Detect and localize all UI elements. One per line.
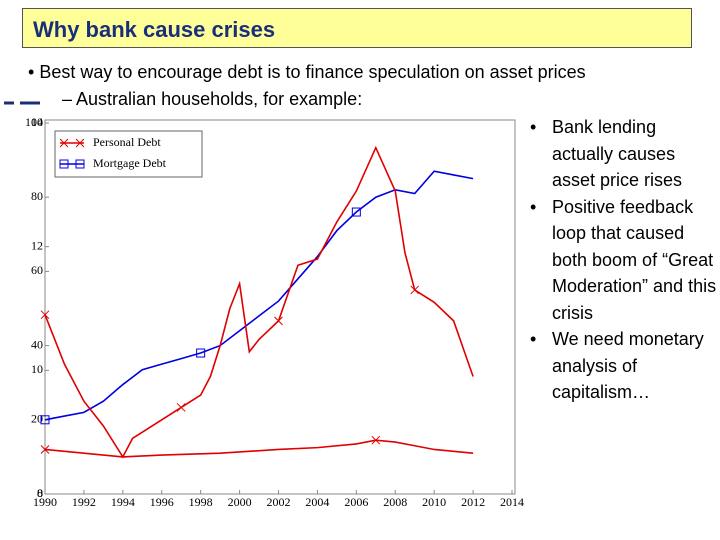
series-marker [410, 285, 420, 295]
side-bullet: Bank lending actually causes asset price… [530, 114, 720, 194]
x-tick-label: 2010 [422, 495, 446, 509]
sub-bullet: – Australian households, for example: [62, 89, 363, 109]
legend-marker [75, 159, 85, 169]
x-tick-label: 1998 [189, 495, 213, 509]
series-marker [40, 415, 50, 425]
legend-label: Mortgage Debt [93, 156, 167, 170]
series-marker [196, 348, 206, 358]
x-tick-label: 2000 [228, 495, 252, 509]
series-line [44, 170, 474, 421]
legend-marker [59, 138, 69, 148]
bullet: • Best way to encourage debt is to finan… [28, 62, 586, 82]
bullet-text: Best way to encourage debt is to finance… [39, 62, 586, 82]
series-marker [40, 310, 50, 320]
x-tick-label: 2008 [383, 495, 407, 509]
y-tick-label: 100 [25, 115, 43, 129]
side-bullet: Positive feedback loop that caused both … [530, 194, 720, 327]
plot-frame [44, 119, 516, 495]
y2-tick-label: 12 [31, 238, 43, 252]
x-tick-label: 2014 [500, 495, 524, 509]
x-tick-label: 1994 [111, 495, 135, 509]
series-marker [351, 207, 361, 217]
y2-tick-label: 8 [37, 486, 43, 500]
x-tick-label: 2012 [461, 495, 485, 509]
slide-title: Why bank cause crises [22, 8, 692, 48]
x-tick-label: 1992 [72, 495, 96, 509]
series-marker [176, 403, 186, 412]
side-bullets: Bank lending actually causes asset price… [530, 114, 720, 406]
x-tick-label: 2004 [305, 495, 329, 509]
series-marker [274, 316, 283, 326]
series-line [44, 145, 474, 459]
y-tick-label: 80 [31, 189, 43, 203]
y-tick-label: 20 [31, 412, 43, 426]
side-bullet: We need monetary analysis of capitalism… [530, 326, 720, 406]
x-tick-label: 1996 [150, 495, 174, 509]
y-tick-label: 0 [37, 486, 43, 500]
series-marker [371, 435, 381, 445]
legend [54, 130, 203, 178]
x-tick-label: 2006 [344, 495, 368, 509]
legend-label: Personal Debt [93, 135, 161, 149]
legend-marker [75, 138, 85, 148]
y2-tick-label: 14 [31, 115, 43, 129]
sub-bullet-text: Australian households, for example: [76, 89, 363, 109]
legend-marker [59, 159, 69, 169]
series-marker [40, 445, 50, 454]
chart: 1990 1992 1994 1996 1998 2000 2002 2004 2006 2008… [4, 101, 524, 509]
x-tick-label: 1990 [33, 495, 57, 509]
x-tick-label: 2002 [267, 495, 291, 509]
y-tick-label: 40 [31, 337, 43, 351]
y2-tick-label: 10 [31, 362, 43, 376]
y-tick-label: 60 [31, 263, 43, 277]
